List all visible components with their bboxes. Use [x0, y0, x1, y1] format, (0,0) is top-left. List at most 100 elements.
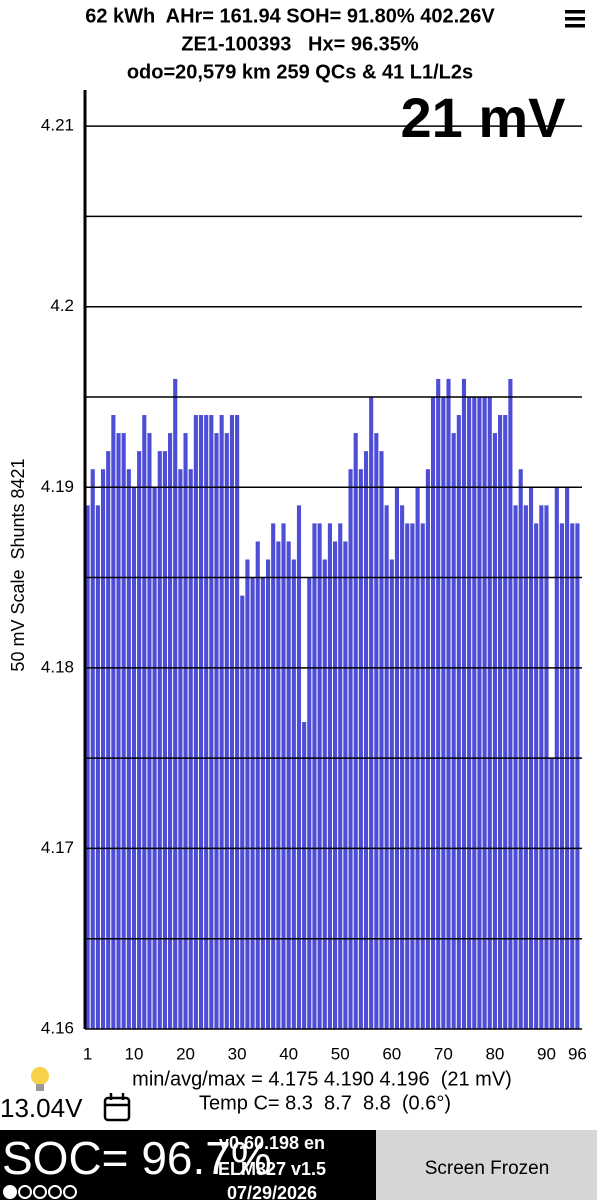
x-tick-label: 50: [331, 1044, 350, 1063]
bar: [389, 559, 394, 1029]
y-tick-label: 4.17: [41, 838, 74, 857]
bar: [353, 433, 358, 1029]
bar: [245, 559, 250, 1029]
bar: [492, 433, 497, 1029]
bar: [343, 541, 348, 1029]
x-tick-label: 60: [382, 1044, 401, 1063]
bar: [451, 433, 456, 1029]
bar: [281, 523, 286, 1029]
bar: [436, 378, 441, 1029]
bar: [425, 469, 430, 1029]
bar: [369, 396, 374, 1029]
screen-frozen-button[interactable]: [376, 1130, 597, 1200]
header-line: ZE1-100393 Hx= 96.35%: [181, 33, 419, 55]
bar: [487, 396, 492, 1029]
x-tick-label: 10: [125, 1044, 144, 1063]
bar: [147, 433, 152, 1029]
bar: [95, 505, 100, 1030]
bar: [498, 415, 503, 1029]
x-tick-label: 40: [279, 1044, 298, 1063]
bar: [539, 505, 544, 1030]
bar: [400, 505, 405, 1030]
x-tick-label: 1: [83, 1044, 92, 1063]
bar: [441, 396, 446, 1029]
bar: [126, 469, 131, 1029]
annotation: 21 mV: [401, 86, 566, 149]
bar: [549, 758, 554, 1029]
y-tick-label: 4.16: [41, 1018, 74, 1037]
bar: [348, 469, 353, 1029]
bar: [503, 415, 508, 1029]
bar: [271, 523, 276, 1029]
bar: [544, 505, 549, 1030]
x-tick-label: 20: [176, 1044, 195, 1063]
bar: [193, 415, 198, 1029]
bar: [456, 415, 461, 1029]
bar: [461, 378, 467, 1029]
bar: [250, 577, 255, 1029]
header-line: odo=20,579 km 259 QCs & 41 L1/L2s: [127, 61, 473, 83]
bar: [472, 396, 477, 1029]
bar: [384, 505, 389, 1030]
bar: [327, 523, 332, 1029]
bar: [137, 451, 142, 1030]
bar: [106, 451, 111, 1030]
bar: [317, 523, 322, 1029]
bar: [518, 469, 523, 1029]
y-axis-label: 50 mV Scale Shunts 8421: [8, 458, 28, 671]
bar: [111, 415, 116, 1029]
plot: 1 10 20 30 40 50 60 70 80 90 96 4.16 4.17 4.18 4.19 4.2…: [41, 90, 587, 1063]
y-tick-label: 4.19: [41, 477, 74, 496]
bar: [142, 415, 147, 1029]
bar: [508, 378, 513, 1029]
bar: [214, 433, 219, 1029]
temp-text: Temp C= 8.3 8.7 8.8 (0.6°): [199, 1092, 451, 1114]
bar: [168, 433, 173, 1029]
calendar-icon[interactable]: [103, 1093, 131, 1122]
bar: [374, 433, 379, 1029]
bar: [224, 433, 229, 1029]
version-text: v0.60.198 en: [219, 1133, 325, 1153]
stats-text: min/avg/max = 4.175 4.190 4.196 (21 mV): [132, 1068, 512, 1090]
bar: [338, 523, 343, 1029]
bar: [255, 541, 260, 1029]
bar: [296, 505, 302, 1030]
bar: [178, 469, 183, 1029]
bar: [312, 523, 317, 1029]
date-text: 07/29/2026: [227, 1183, 317, 1200]
bar: [162, 451, 167, 1030]
bar: [570, 523, 575, 1029]
adapter-text: ELM327 v1.5: [218, 1159, 326, 1179]
y-tick-label: 4.2: [50, 296, 74, 315]
bar: [410, 523, 415, 1029]
bar: [265, 559, 271, 1029]
x-tick-label: 30: [228, 1044, 247, 1063]
bulb-icon: [31, 1067, 49, 1091]
bar: [405, 523, 410, 1029]
bar: [430, 396, 436, 1029]
bar: [90, 469, 95, 1029]
bar: [188, 469, 193, 1029]
header-line: 62 kWh AHr= 161.94 SOH= 91.80% 402.26V: [85, 5, 495, 27]
bar: [333, 541, 338, 1029]
dots: [3, 1185, 77, 1199]
y-tick-label: 4.21: [41, 116, 74, 135]
bar: [379, 451, 384, 1030]
bar: [358, 469, 363, 1029]
menu-button[interactable]: [565, 10, 585, 28]
bar: [173, 378, 178, 1029]
bar: [157, 451, 162, 1030]
voltage-text: 13.04V: [0, 1093, 83, 1123]
bar: [209, 415, 214, 1029]
x-tick-label: 96: [568, 1044, 587, 1063]
bar: [482, 396, 487, 1029]
x-tick-label: 70: [434, 1044, 453, 1063]
bar: [219, 415, 224, 1029]
x-tick-label: 80: [485, 1044, 504, 1063]
bar: [240, 595, 245, 1029]
bar: [204, 415, 209, 1029]
y-tick-label: 4.18: [41, 657, 74, 676]
bar: [260, 577, 265, 1029]
bar: [229, 415, 235, 1029]
